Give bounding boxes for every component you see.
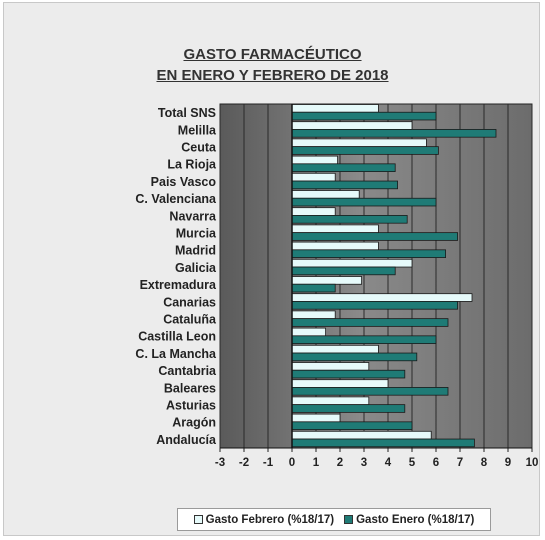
bar-enero <box>291 421 413 430</box>
bar-enero <box>291 301 459 310</box>
bar-febrero <box>291 362 370 371</box>
bar-febrero <box>291 121 413 130</box>
legend-swatch-enero <box>344 515 354 524</box>
category-label: La Rioja <box>167 158 217 172</box>
category-label: Pais Vasco <box>151 175 217 189</box>
bar-enero <box>291 129 497 138</box>
x-tick-label: 3 <box>361 457 367 469</box>
bar-enero <box>291 283 336 293</box>
bar-febrero <box>291 155 338 165</box>
legend-label-febrero: Gasto Febrero (%18/17) <box>205 513 335 526</box>
bar-febrero <box>291 379 389 388</box>
bar-enero <box>291 438 475 448</box>
category-label: Melilla <box>178 123 217 137</box>
category-label: Baleares <box>164 381 216 395</box>
x-tick-label: -3 <box>215 457 225 469</box>
bar-febrero <box>291 344 379 354</box>
bar-enero <box>291 404 406 413</box>
bar-enero <box>291 111 437 121</box>
bar-enero <box>291 232 459 241</box>
bar-febrero <box>291 276 362 285</box>
category-label: Madrid <box>175 244 216 258</box>
x-tick-label: 0 <box>289 457 295 469</box>
bar-febrero <box>291 241 379 251</box>
bar-febrero <box>291 396 370 406</box>
category-label: Canarias <box>163 295 216 309</box>
chart-legend: Gasto Febrero (%18/17) Gasto Enero (%18/… <box>177 508 491 531</box>
x-tick-label: 9 <box>505 457 511 469</box>
bar-febrero <box>291 310 336 320</box>
category-label: C. La Mancha <box>135 347 217 361</box>
bar-enero <box>291 369 406 379</box>
category-label: Ceuta <box>181 141 217 155</box>
bar-enero <box>291 352 418 362</box>
bar-enero <box>291 249 447 258</box>
plot-area <box>219 103 533 449</box>
chart-title-line-2: EN ENERO Y FEBRERO DE 2018 <box>156 67 389 84</box>
bar-febrero <box>291 172 336 182</box>
category-label: Navarra <box>169 209 217 223</box>
category-label: Cataluña <box>163 313 217 327</box>
bar-febrero <box>291 327 326 337</box>
category-label: Galicia <box>175 261 217 275</box>
x-tick-label: 4 <box>385 457 392 469</box>
bar-febrero <box>291 413 341 423</box>
x-tick-label: -2 <box>239 457 249 469</box>
bar-enero <box>291 146 439 155</box>
bar-febrero <box>291 258 413 268</box>
category-label: Cantabria <box>158 364 217 378</box>
bar-enero <box>291 215 408 224</box>
bar-febrero <box>291 104 379 113</box>
bar-febrero <box>291 190 360 199</box>
bar-enero <box>291 318 449 327</box>
category-label: Castilla Leon <box>138 330 216 344</box>
x-tick-label: 2 <box>337 457 343 469</box>
x-tick-label: 6 <box>433 457 439 469</box>
legend-swatch-febrero <box>193 515 203 524</box>
category-label: Total SNS <box>158 106 216 120</box>
bar-febrero <box>291 430 432 440</box>
x-tick-label: 1 <box>313 457 320 469</box>
bar-febrero <box>291 224 379 234</box>
category-label: Asturias <box>166 399 216 413</box>
category-label: Murcia <box>176 227 217 241</box>
x-tick-label: 10 <box>526 457 539 469</box>
legend-label-enero: Gasto Enero (%18/17) <box>356 513 475 526</box>
bar-enero <box>291 163 396 172</box>
x-tick-label: 7 <box>457 457 463 469</box>
x-tick-label: 8 <box>481 457 488 469</box>
bar-enero <box>291 266 396 276</box>
bar-febrero <box>291 293 473 302</box>
category-label: Aragón <box>172 416 216 430</box>
x-tick-label: 5 <box>409 457 416 469</box>
bar-febrero <box>291 207 336 216</box>
legend-item-febrero: Gasto Febrero (%18/17) <box>193 513 335 526</box>
bar-enero <box>291 180 398 190</box>
category-label: Extremadura <box>140 278 217 292</box>
legend-item-enero: Gasto Enero (%18/17) <box>344 514 474 526</box>
x-tick-label: -1 <box>263 457 274 469</box>
category-label: Andalucía <box>156 433 217 447</box>
chart-title-line-1: GASTO FARMACÉUTICO <box>183 46 362 63</box>
category-label: C. Valenciana <box>135 192 217 206</box>
bar-febrero <box>291 138 427 148</box>
bar-enero <box>291 197 437 207</box>
bar-enero <box>291 387 449 396</box>
bar-enero <box>291 335 437 344</box>
